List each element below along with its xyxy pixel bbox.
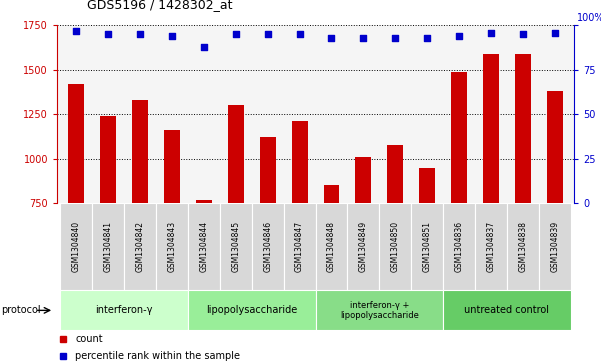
- Point: [518, 31, 528, 37]
- Bar: [451, 72, 467, 203]
- Bar: [355, 157, 371, 203]
- Bar: [483, 54, 499, 203]
- Bar: [379, 203, 411, 290]
- Point: [135, 31, 145, 37]
- Text: protocol: protocol: [1, 305, 41, 315]
- Bar: [60, 203, 92, 290]
- Bar: [547, 91, 563, 203]
- Text: interferon-γ +
lipopolysaccharide: interferon-γ + lipopolysaccharide: [340, 301, 419, 320]
- Point: [391, 35, 400, 41]
- Bar: [443, 203, 475, 290]
- Bar: [515, 54, 531, 203]
- Bar: [196, 200, 212, 203]
- Point: [359, 35, 368, 41]
- Text: GSM1304850: GSM1304850: [391, 221, 400, 272]
- Bar: [164, 130, 180, 203]
- Text: percentile rank within the sample: percentile rank within the sample: [75, 351, 240, 361]
- Bar: [260, 138, 276, 203]
- Bar: [316, 290, 443, 330]
- Point: [294, 31, 304, 37]
- Text: GSM1304851: GSM1304851: [423, 221, 432, 272]
- Bar: [323, 185, 340, 203]
- Point: [327, 35, 337, 41]
- Point: [263, 31, 272, 37]
- Text: untreated control: untreated control: [465, 305, 549, 315]
- Bar: [156, 203, 188, 290]
- Point: [550, 30, 560, 36]
- Bar: [188, 290, 316, 330]
- Point: [231, 31, 240, 37]
- Bar: [100, 116, 116, 203]
- Text: GSM1304843: GSM1304843: [168, 221, 177, 272]
- Bar: [188, 203, 220, 290]
- Text: GSM1304846: GSM1304846: [263, 221, 272, 272]
- Bar: [252, 203, 284, 290]
- Bar: [419, 168, 435, 203]
- Bar: [507, 203, 539, 290]
- Bar: [443, 290, 571, 330]
- Bar: [387, 144, 403, 203]
- Text: GSM1304838: GSM1304838: [519, 221, 528, 272]
- Point: [423, 35, 432, 41]
- Bar: [220, 203, 252, 290]
- Bar: [60, 290, 188, 330]
- Point: [167, 33, 177, 39]
- Bar: [475, 203, 507, 290]
- Text: GSM1304849: GSM1304849: [359, 221, 368, 272]
- Bar: [316, 203, 347, 290]
- Point: [454, 33, 464, 39]
- Text: lipopolysaccharide: lipopolysaccharide: [206, 305, 297, 315]
- Bar: [92, 203, 124, 290]
- Bar: [124, 203, 156, 290]
- Point: [103, 31, 113, 37]
- Point: [72, 28, 81, 34]
- Text: count: count: [75, 334, 103, 344]
- Point: [199, 44, 209, 50]
- Bar: [284, 203, 316, 290]
- Bar: [539, 203, 571, 290]
- Text: GSM1304847: GSM1304847: [295, 221, 304, 272]
- Text: GSM1304840: GSM1304840: [72, 221, 81, 272]
- Text: GSM1304845: GSM1304845: [231, 221, 240, 272]
- Text: GSM1304836: GSM1304836: [454, 221, 463, 272]
- Text: GSM1304837: GSM1304837: [486, 221, 495, 272]
- Text: GDS5196 / 1428302_at: GDS5196 / 1428302_at: [87, 0, 233, 11]
- Bar: [291, 122, 308, 203]
- Text: interferon-γ: interferon-γ: [96, 305, 153, 315]
- Text: GSM1304848: GSM1304848: [327, 221, 336, 272]
- Text: GSM1304841: GSM1304841: [103, 221, 112, 272]
- Bar: [69, 84, 84, 203]
- Text: GSM1304844: GSM1304844: [200, 221, 209, 272]
- Bar: [347, 203, 379, 290]
- Text: GSM1304842: GSM1304842: [136, 221, 145, 272]
- Text: 100%: 100%: [577, 13, 601, 23]
- Text: GSM1304839: GSM1304839: [551, 221, 560, 272]
- Bar: [132, 100, 148, 203]
- Point: [486, 30, 496, 36]
- Bar: [411, 203, 443, 290]
- Bar: [228, 105, 244, 203]
